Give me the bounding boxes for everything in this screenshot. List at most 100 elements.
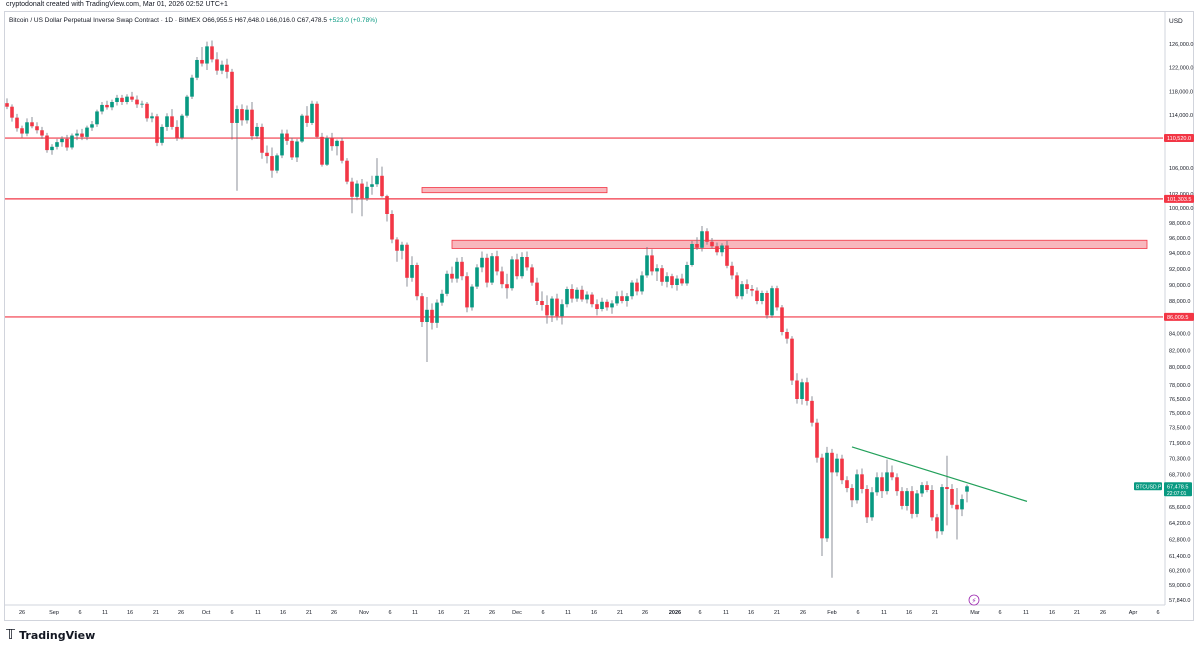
price-tick-label: 122,000.0	[1169, 66, 1193, 72]
candle	[135, 95, 139, 108]
candle	[195, 57, 199, 81]
candle	[435, 299, 439, 328]
time-tick-label: 11	[723, 610, 729, 616]
candle-body	[630, 282, 634, 297]
candle-body	[835, 458, 839, 473]
candle-body	[595, 304, 599, 309]
candle	[295, 138, 299, 163]
candle-body	[885, 472, 889, 492]
candle-body	[405, 244, 409, 278]
time-tick-label: 6	[698, 610, 701, 616]
candle-body	[220, 64, 224, 71]
candle-body	[815, 422, 819, 458]
candle	[25, 118, 29, 137]
candle-body	[290, 140, 294, 158]
candle-body	[635, 282, 639, 292]
candle-body	[420, 296, 424, 322]
candle	[905, 488, 909, 511]
candle-body	[490, 256, 494, 283]
candle	[605, 299, 609, 311]
candle-body	[160, 126, 164, 143]
candle	[560, 299, 564, 325]
candle	[530, 264, 534, 286]
time-tick-label: 21	[1074, 610, 1080, 616]
candle	[185, 94, 189, 118]
time-tick-label: 6	[541, 610, 544, 616]
candle	[290, 137, 294, 161]
time-axis: 26 Sep 6 11 16 21 26 Oct 6 11 16 21 26 Nov 6 11 16 21 26 De…	[5, 594, 1165, 616]
candle-body	[790, 338, 794, 381]
candle	[555, 293, 559, 321]
candle	[20, 125, 24, 138]
candle	[150, 112, 154, 123]
candle-body	[40, 130, 44, 136]
candle	[395, 237, 399, 262]
candle	[280, 129, 284, 159]
candle	[650, 249, 654, 276]
time-tick-label: 11	[412, 610, 418, 616]
candle-body	[895, 477, 899, 492]
price-tick-label: 70,300.0	[1169, 457, 1190, 463]
candle-body	[130, 96, 134, 100]
candle	[655, 264, 659, 281]
candle	[205, 41, 209, 71]
last-price-value: 67,478.5	[1167, 484, 1188, 490]
candle-body	[15, 117, 19, 129]
candle	[165, 113, 169, 131]
candle-body	[705, 231, 709, 242]
candle-body	[65, 138, 69, 148]
candle-body	[235, 109, 239, 123]
candle-body	[345, 160, 349, 182]
candle	[515, 253, 519, 280]
candle-body	[745, 284, 749, 289]
candle-body	[805, 382, 809, 401]
candle	[860, 468, 864, 494]
brand-name: TradingView	[19, 629, 96, 642]
candle-body	[485, 257, 489, 283]
candle	[220, 60, 224, 75]
time-tick-label: 6	[1156, 610, 1159, 616]
time-tick-label: 16	[280, 610, 286, 616]
candle-body	[245, 109, 249, 121]
candle	[880, 472, 884, 498]
candle-body	[325, 138, 329, 165]
candle-body	[430, 309, 434, 323]
candle	[670, 273, 674, 289]
level-price-tag	[1164, 312, 1194, 321]
candle-body	[100, 104, 104, 112]
candle	[865, 485, 869, 523]
trendline	[851, 446, 1028, 502]
candle-body	[375, 175, 379, 185]
candle	[390, 210, 394, 244]
time-tick-label: 16	[906, 610, 912, 616]
candle-body	[945, 487, 949, 490]
candle-body	[85, 127, 89, 137]
candle	[615, 291, 619, 306]
time-tick-label: 26	[642, 610, 648, 616]
candle-body	[125, 96, 129, 102]
candle-body	[510, 259, 514, 289]
candle	[35, 122, 39, 134]
candle	[105, 100, 109, 110]
time-tick-label: 6	[856, 610, 859, 616]
candle-body	[30, 122, 34, 127]
candle-body	[950, 489, 954, 505]
candle	[585, 291, 589, 304]
time-tick-label: 11	[255, 610, 261, 616]
time-tick-label: 26	[800, 610, 806, 616]
last-price-group: BTCUSD.P 67,478.522:07:01	[1134, 482, 1192, 497]
time-tick-label: 21	[153, 610, 159, 616]
candle-body	[875, 477, 879, 493]
candle-body	[425, 309, 429, 322]
candle	[480, 251, 484, 273]
chart-caption: cryptodonalt created with TradingView.co…	[6, 1, 228, 8]
candle-body	[520, 257, 524, 277]
candle	[545, 295, 549, 324]
candle-body	[925, 485, 929, 490]
candle-body	[300, 115, 304, 142]
candle-body	[165, 116, 169, 127]
candle-body	[550, 298, 554, 316]
time-tick-label: 6	[78, 610, 81, 616]
candle-body	[785, 332, 789, 339]
